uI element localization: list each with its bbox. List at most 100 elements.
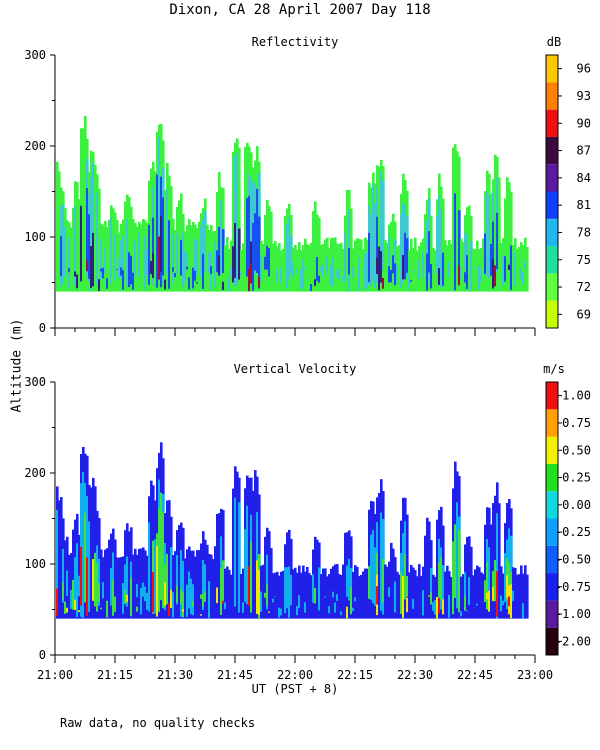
echo-column: [474, 267, 477, 270]
echo-column: [484, 580, 487, 602]
echo-column: [440, 209, 443, 289]
echo-column: [398, 245, 401, 292]
echo-column: [262, 564, 265, 619]
echo-column: [522, 245, 525, 292]
echo-column: [104, 248, 107, 274]
echo-column: [382, 180, 385, 271]
echo-column: [380, 251, 383, 283]
echo-column: [378, 493, 381, 619]
echo-column: [188, 571, 191, 609]
echo-column: [306, 244, 309, 292]
echo-column: [72, 579, 75, 610]
echo-column: [404, 554, 407, 599]
echo-column: [230, 240, 233, 292]
echo-column: [186, 584, 189, 617]
echo-column: [344, 233, 347, 282]
echo-column: [150, 260, 153, 275]
echo-column: [214, 546, 217, 619]
colorbar-swatch: [546, 600, 558, 628]
echo-column: [118, 258, 121, 279]
x-tick-label: 22:45: [457, 668, 493, 682]
echo-column: [448, 261, 451, 277]
colorbar-unit-0: dB: [547, 35, 561, 49]
echo-column: [294, 567, 297, 619]
echo-column: [526, 574, 529, 619]
echo-column: [380, 512, 383, 611]
echo-column: [504, 553, 507, 603]
echo-column: [84, 512, 87, 603]
echo-column: [130, 206, 133, 292]
echo-column: [336, 564, 339, 619]
echo-column: [122, 235, 125, 280]
echo-column: [438, 562, 441, 598]
echo-column: [146, 592, 149, 610]
echo-column: [428, 231, 431, 273]
echo-column: [266, 554, 269, 610]
echo-column: [124, 201, 127, 292]
echo-column: [148, 522, 151, 612]
echo-column: [200, 594, 203, 599]
echo-column: [276, 268, 279, 284]
colorbar-label: -0.25: [555, 525, 591, 539]
echo-column: [432, 602, 435, 611]
echo-column: [58, 500, 61, 619]
echo-column: [114, 234, 117, 281]
echo-column: [482, 238, 485, 292]
echo-column: [68, 554, 71, 619]
echo-column: [412, 269, 415, 273]
echo-column: [286, 223, 289, 289]
echo-column: [170, 589, 173, 608]
echo-column: [460, 238, 463, 292]
echo-column: [272, 598, 275, 603]
echo-column: [328, 247, 331, 292]
echo-column: [308, 573, 311, 619]
echo-column: [470, 241, 473, 291]
echo-column: [508, 264, 511, 270]
echo-column: [124, 590, 127, 604]
echo-column: [390, 542, 393, 619]
echo-column: [272, 243, 275, 292]
echo-column: [392, 548, 395, 619]
colorbar-swatch: [546, 545, 558, 574]
echo-column: [92, 163, 95, 280]
echo-column: [512, 590, 515, 602]
echo-column: [150, 168, 153, 292]
echo-column: [178, 200, 181, 292]
echo-column: [220, 568, 223, 615]
colorbar-swatch: [546, 218, 558, 247]
echo-column: [136, 226, 139, 292]
echo-column: [430, 592, 433, 605]
echo-column: [350, 587, 353, 615]
echo-column: [258, 570, 261, 615]
echo-column: [384, 564, 387, 619]
echo-column: [402, 202, 405, 283]
echo-column: [524, 565, 527, 619]
echo-column: [472, 575, 475, 619]
echo-column: [338, 574, 341, 619]
echo-column: [274, 241, 277, 292]
echo-column: [506, 177, 509, 292]
colorbar-swatch: [546, 82, 558, 110]
echo-column: [318, 567, 321, 611]
echo-column: [430, 567, 433, 601]
colorbar-label: 93: [577, 89, 591, 103]
echo-column: [368, 232, 371, 283]
echo-column: [444, 571, 447, 619]
echo-column: [238, 502, 241, 613]
echo-column: [416, 250, 419, 292]
colorbar-swatch: [546, 409, 558, 437]
echo-column: [508, 182, 511, 292]
panel-title-1: Vertical Velocity: [234, 362, 357, 376]
echo-column: [438, 195, 441, 283]
echo-column: [322, 264, 325, 277]
echo-column: [98, 583, 101, 602]
echo-column: [248, 268, 251, 292]
echo-column: [106, 278, 109, 289]
colorbar-label: 90: [577, 116, 591, 130]
echo-column: [114, 596, 117, 612]
echo-column: [486, 191, 489, 277]
echo-column: [368, 509, 371, 619]
echo-column: [498, 177, 501, 292]
echo-column: [316, 214, 319, 292]
